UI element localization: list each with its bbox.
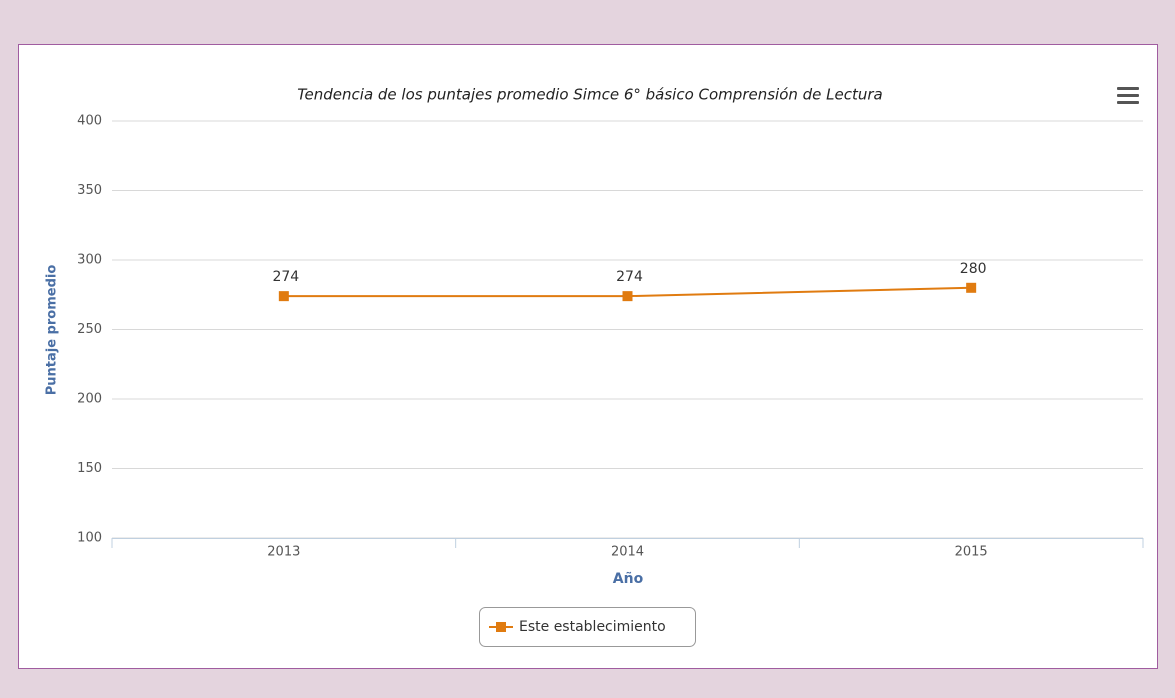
panel [18,44,1158,669]
data-label: 280 [960,261,987,277]
y-tick-label: 300 [77,253,102,268]
legend-box [479,607,696,647]
y-tick-label: 100 [77,531,102,546]
menu-bar [1117,94,1139,97]
y-axis-label: Puntaje promedio [45,265,60,396]
chart-title: Tendencia de los puntajes promedio Simce… [297,86,883,104]
data-label: 274 [616,269,643,285]
menu-button[interactable] [1117,87,1139,104]
menu-bar [1117,101,1139,104]
menu-bar [1117,87,1139,90]
point-marker [278,291,289,302]
y-tick-label: 250 [77,322,102,337]
point-marker [622,291,633,302]
x-tick-label: 2014 [611,545,644,560]
y-tick-label: 400 [77,114,102,129]
y-tick-label: 200 [77,392,102,407]
y-tick-label: 150 [77,461,102,476]
point-marker [966,282,977,293]
legend-label: Este establecimiento [519,619,666,635]
data-label: 274 [272,269,299,285]
x-tick-label: 2013 [267,545,300,560]
x-axis-label: Año [613,571,644,587]
x-tick-label: 2015 [955,545,988,560]
legend-marker [496,622,506,632]
y-tick-label: 350 [77,183,102,198]
